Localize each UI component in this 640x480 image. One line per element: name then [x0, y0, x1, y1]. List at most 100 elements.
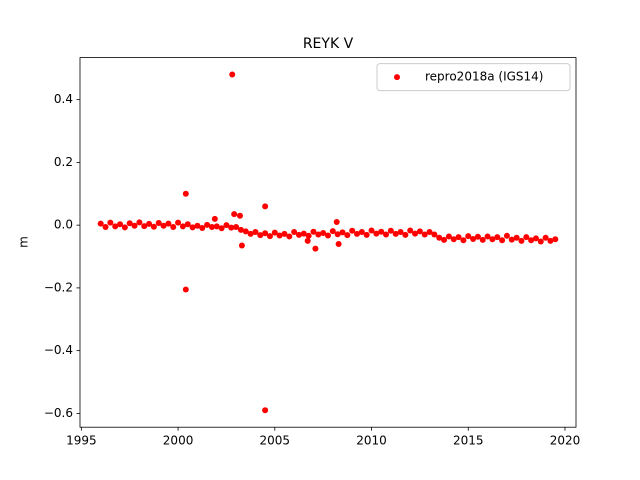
y-tick-label: 0.0 [54, 218, 73, 232]
y-tick-label: 0.2 [54, 155, 73, 169]
x-tick-label: 2010 [356, 434, 387, 448]
plot-frame [79, 57, 577, 428]
data-point [262, 203, 269, 210]
data-point [242, 228, 249, 235]
data-point [229, 71, 236, 78]
data-point [334, 231, 341, 238]
y-tick-label: 0.4 [54, 92, 73, 106]
data-point [416, 228, 423, 235]
data-point [387, 227, 394, 234]
data-point [281, 230, 288, 237]
data-point [102, 224, 109, 231]
chart-title: REYK V [303, 36, 354, 52]
data-point [131, 222, 138, 229]
data-point [160, 222, 167, 229]
legend-marker [394, 74, 400, 81]
data-point [484, 233, 491, 240]
data-point [441, 236, 448, 243]
data-point [182, 190, 189, 197]
data-point [402, 231, 409, 238]
y-tick-label: −0.4 [44, 343, 73, 357]
y-tick-label: −0.6 [44, 406, 73, 420]
data-point [518, 237, 525, 244]
data-point [112, 223, 119, 230]
y-axis-label: m [17, 236, 31, 248]
data-point [310, 228, 317, 235]
x-tick-label: 2000 [163, 434, 194, 448]
data-point [150, 223, 157, 230]
data-point [236, 212, 243, 219]
data-point [436, 234, 443, 241]
data-point [494, 234, 501, 241]
data-point [426, 229, 433, 236]
data-point [136, 219, 143, 226]
data-point [465, 233, 472, 240]
data-point [184, 221, 191, 228]
data-point [204, 221, 211, 228]
data-point [179, 223, 186, 230]
data-point [155, 219, 162, 226]
x-tick-label: 1995 [66, 434, 97, 448]
data-point [532, 235, 539, 242]
data-point [238, 242, 245, 249]
data-point [231, 211, 238, 218]
data-point [354, 230, 361, 237]
data-point [431, 231, 438, 238]
data-point [349, 227, 356, 234]
data-point [291, 229, 298, 236]
data-point [329, 228, 336, 235]
data-point [141, 223, 148, 230]
data-point [117, 221, 124, 228]
data-point [378, 228, 385, 235]
x-tick-label: 2005 [260, 434, 291, 448]
data-point [107, 219, 114, 226]
data-point [189, 224, 196, 231]
data-point [175, 219, 182, 226]
data-point [335, 240, 342, 247]
data-point [489, 236, 496, 243]
data-point [211, 215, 218, 222]
data-point [537, 238, 544, 245]
data-point [262, 230, 269, 237]
data-point [199, 224, 206, 231]
data-point [182, 286, 189, 293]
data-point [412, 230, 419, 237]
data-point [325, 232, 331, 239]
data-point [479, 236, 486, 243]
data-point [237, 226, 244, 233]
data-point [373, 230, 380, 237]
x-tick-label: 2020 [550, 434, 581, 448]
data-point [474, 233, 481, 240]
data-point [368, 227, 375, 234]
legend-label: repro2018a (IGS14) [425, 70, 543, 84]
data-point [320, 229, 327, 236]
data-point [170, 224, 177, 231]
data-point [276, 232, 283, 239]
data-point [266, 233, 273, 240]
data-point [552, 236, 559, 243]
data-point [523, 234, 530, 241]
data-point [508, 236, 515, 243]
data-point [407, 227, 414, 234]
data-point [499, 237, 506, 244]
data-point [333, 219, 340, 226]
data-point [121, 224, 128, 231]
data-point [312, 245, 319, 252]
data-point [339, 229, 346, 236]
data-point [247, 230, 254, 237]
data-point [286, 233, 293, 240]
data-point [213, 223, 220, 230]
data-point [295, 231, 302, 238]
data-point [208, 224, 215, 231]
data-point [228, 224, 235, 231]
data-point [300, 230, 307, 237]
data-point [547, 237, 554, 244]
data-point [421, 231, 428, 238]
data-point [470, 235, 477, 242]
data-point [542, 234, 549, 241]
data-point [305, 232, 312, 239]
data-point [383, 231, 390, 238]
data-point [218, 225, 225, 232]
